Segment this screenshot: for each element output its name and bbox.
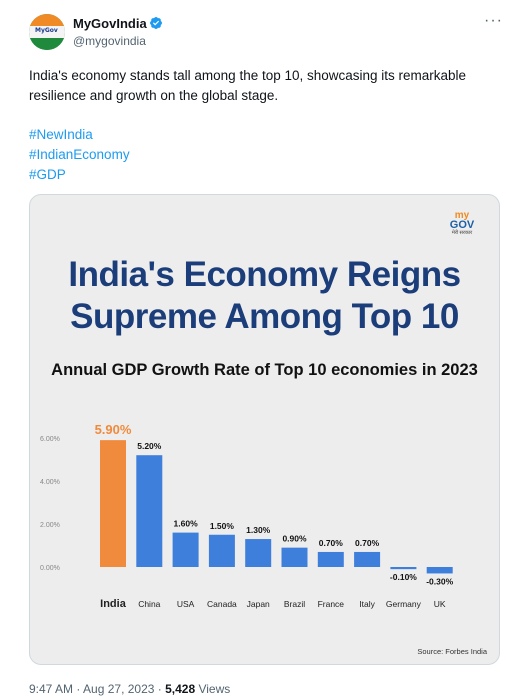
y-tick-label: 0.00% — [40, 565, 60, 572]
data-label: 0.90% — [282, 534, 307, 544]
more-options-icon[interactable]: ··· — [484, 12, 503, 29]
bar-france — [317, 551, 344, 567]
tweet-text: India's economy stands tall among the to… — [29, 68, 467, 103]
x-category-label: USA — [177, 599, 195, 609]
bar-italy — [354, 551, 381, 567]
data-label: 0.70% — [355, 538, 380, 548]
x-category-label: Brazil — [284, 599, 305, 609]
bar-brazil — [281, 547, 308, 567]
hashtag-link[interactable]: #NewIndia — [29, 127, 93, 142]
source-credit: Source: Forbes India — [417, 647, 487, 656]
data-label: -0.30% — [426, 576, 453, 586]
tweet-media-image[interactable]: my GOV मेरी सरकार India's Economy Reigns… — [29, 194, 500, 665]
bar-usa — [172, 532, 199, 567]
x-category-label: China — [138, 599, 160, 609]
views-label: Views — [195, 682, 231, 696]
y-tick-label: 4.00% — [40, 479, 60, 486]
chart-title: Annual GDP Growth Rate of Top 10 economi… — [51, 361, 478, 379]
mygov-logo: my GOV मेरी सरकार — [449, 210, 475, 237]
bar-india — [100, 440, 126, 567]
bar-japan — [245, 539, 272, 567]
data-label: 0.70% — [319, 538, 344, 548]
hashtag-link[interactable]: #GDP — [29, 167, 66, 182]
x-category-label: Canada — [207, 599, 237, 609]
data-label: 5.20% — [137, 441, 162, 451]
y-tick-label: 2.00% — [40, 522, 60, 529]
bar-canada — [208, 534, 235, 567]
x-category-label: Italy — [359, 599, 375, 609]
y-tick-label: 6.00% — [40, 436, 60, 443]
timestamp[interactable]: 9:47 AM · Aug 27, 2023 · — [29, 682, 166, 696]
data-label: 1.30% — [246, 525, 271, 535]
x-category-label: Japan — [247, 599, 270, 609]
data-label: -0.10% — [390, 572, 417, 582]
author-handle[interactable]: @mygovindia — [73, 34, 146, 48]
author-name[interactable]: MyGovIndia — [73, 16, 147, 31]
hashtag-list: #NewIndia #IndianEconomy #GDP — [29, 125, 130, 185]
data-label: 1.50% — [210, 521, 235, 531]
data-label: 5.90% — [95, 422, 132, 437]
x-category-label: India — [100, 598, 127, 610]
bar-germany — [390, 567, 417, 570]
avatar[interactable]: MyGov — [29, 14, 65, 50]
x-category-label: UK — [434, 599, 446, 609]
bar-china — [136, 455, 163, 567]
headline-line-2: Supreme Among Top 10 — [70, 297, 459, 336]
gdp-bar-chart: 0.00% 2.00% 4.00% 6.00% 5.90% India 5.20% China… — [40, 422, 454, 610]
hashtag-link[interactable]: #IndianEconomy — [29, 147, 130, 162]
verified-badge-icon — [150, 17, 162, 29]
x-category-label: Germany — [386, 599, 422, 609]
tweet-meta: 9:47 AM · Aug 27, 2023 · 5,428 Views — [29, 682, 230, 696]
x-category-label: France — [318, 599, 345, 609]
headline-line-1: India's Economy Reigns — [68, 255, 461, 294]
data-label: 1.60% — [174, 519, 199, 529]
views-count: 5,428 — [165, 682, 196, 696]
bar-uk — [426, 567, 453, 574]
